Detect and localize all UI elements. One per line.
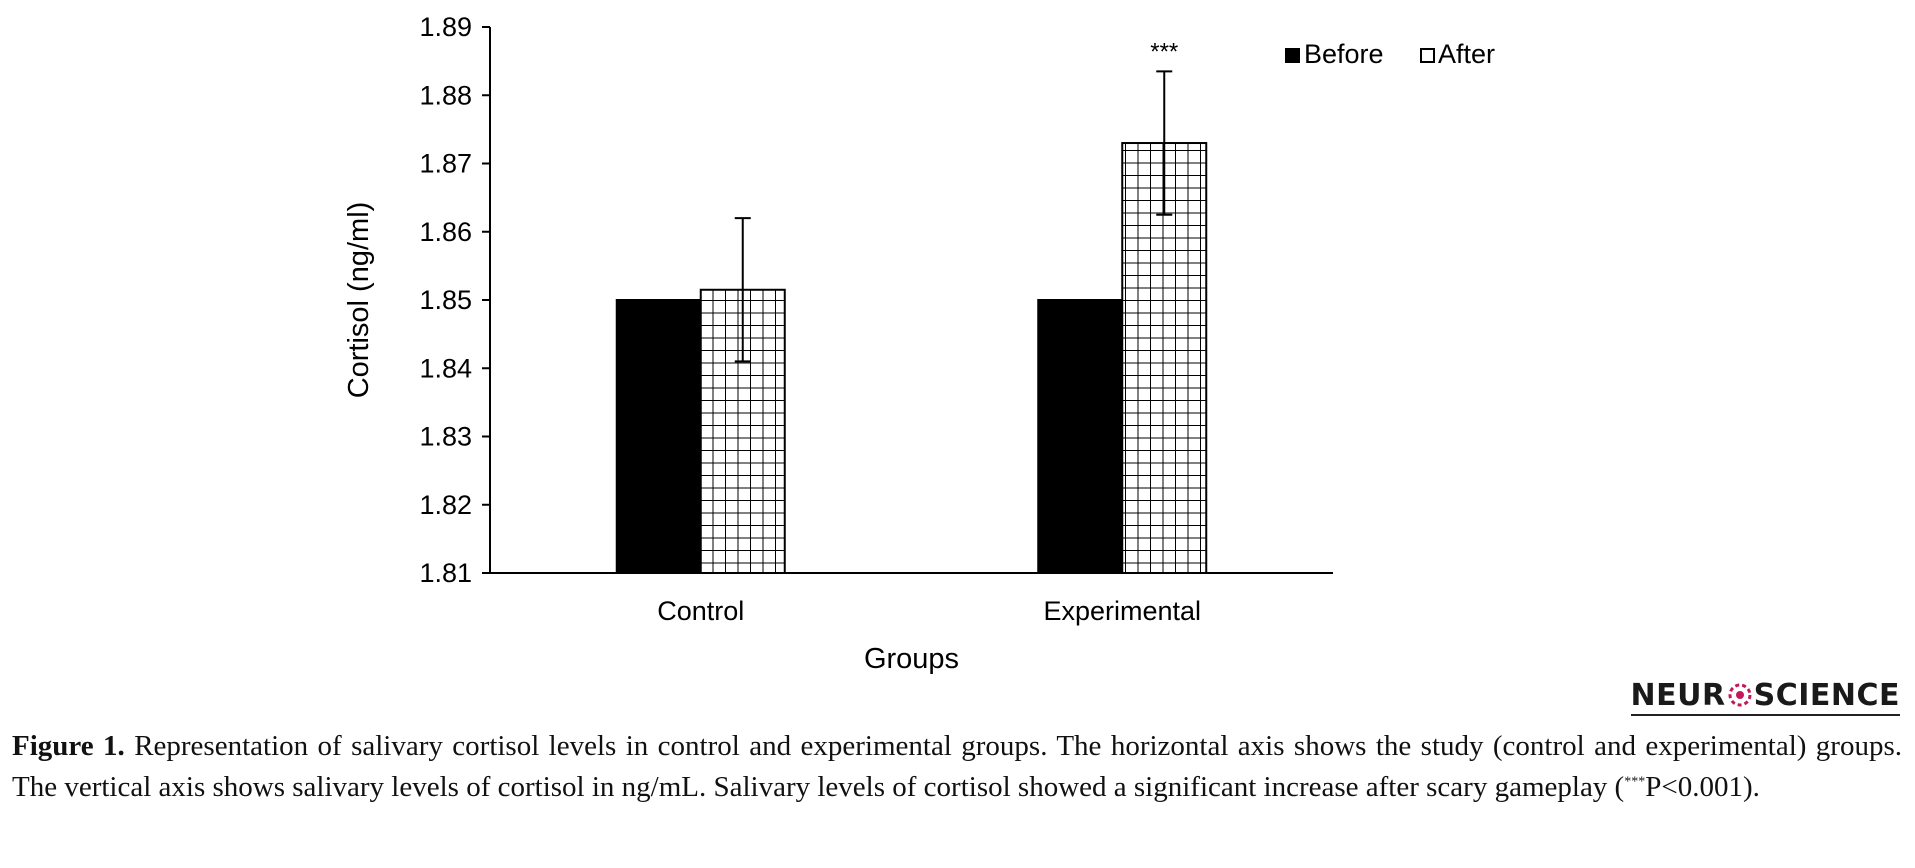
- y-tick-label: 1.89: [419, 12, 472, 42]
- y-tick-label: 1.86: [419, 217, 472, 247]
- significance-annotation: ***: [1150, 38, 1178, 65]
- legend-before-label: Before: [1304, 39, 1384, 69]
- y-tick-label: 1.85: [419, 285, 472, 315]
- legend-after-label: After: [1438, 39, 1495, 69]
- legend-before-swatch: [1285, 48, 1300, 63]
- x-tick-label: Control: [657, 596, 744, 626]
- y-tick-label: 1.87: [419, 149, 472, 179]
- y-tick-label: 1.84: [419, 353, 472, 383]
- caption-tail: P<0.001).: [1645, 771, 1760, 803]
- bar-before: [615, 299, 702, 574]
- y-tick-label: 1.82: [419, 490, 472, 520]
- labels: 1.81 1.82 1.83 1.84 1.85 1.86 1.87 1.88 1.89 Cort…: [343, 12, 1201, 675]
- legend: Before After: [1285, 39, 1495, 69]
- x-tick-label: Experimental: [1043, 596, 1201, 626]
- x-axis-label: Groups: [864, 643, 959, 675]
- bar-chart: 1.81 1.82 1.83 1.84 1.85 1.86 1.87 1.88 1.89 Cort…: [343, 12, 1495, 675]
- y-axis-label: Cortisol (ng/ml): [343, 202, 375, 399]
- neuroscience-logo: NEUR SCIENCE: [1630, 678, 1900, 716]
- y-tick-label: 1.81: [419, 558, 472, 588]
- legend-after-swatch: [1420, 48, 1435, 63]
- bar-before: [1037, 299, 1124, 574]
- y-tick-label: 1.88: [419, 80, 472, 110]
- caption-text: Representation of salivary cortisol leve…: [12, 730, 1903, 803]
- caption-sig: ***: [1624, 774, 1646, 790]
- neuron-icon: [1728, 683, 1752, 707]
- bars: [615, 70, 1208, 574]
- figure-caption: Figure 1. Representation of salivary cor…: [12, 726, 1902, 808]
- y-tick-label: 1.83: [419, 422, 472, 452]
- caption-label: Figure 1.: [12, 730, 125, 762]
